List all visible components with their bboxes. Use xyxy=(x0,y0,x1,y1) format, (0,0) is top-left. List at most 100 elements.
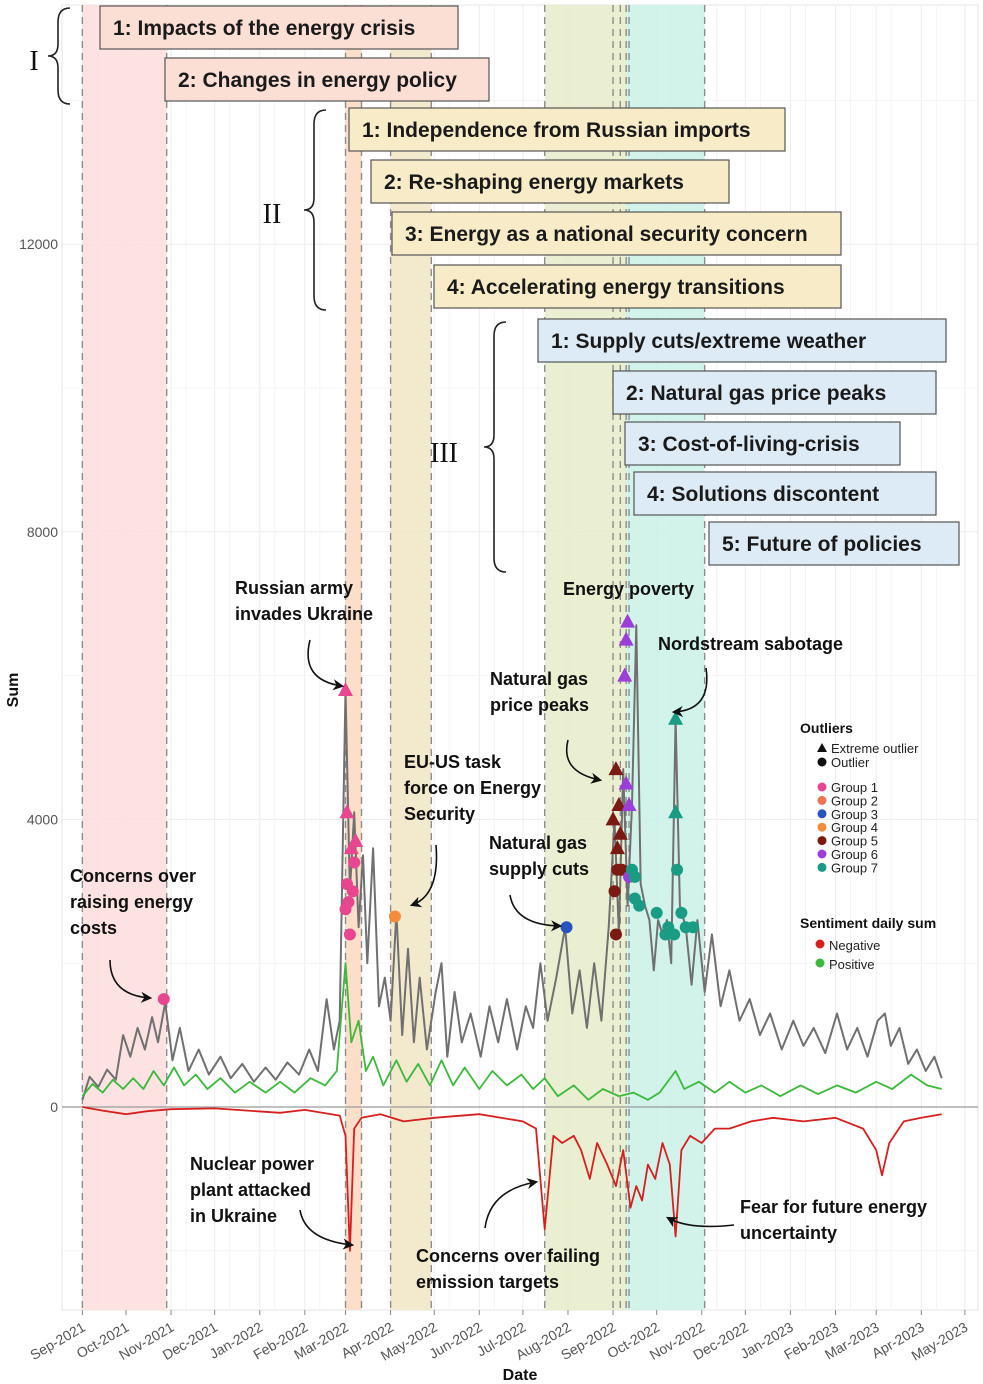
theme-roman-i: I xyxy=(29,46,38,77)
outlier-point-8 xyxy=(342,896,355,909)
theme-box-3-2 xyxy=(612,370,937,415)
theme-box-3-5 xyxy=(708,521,960,566)
legend-group-label-2: Group 2 xyxy=(831,793,878,808)
outlier-point-35 xyxy=(650,906,663,919)
annotation-3-line-3: Security xyxy=(404,804,475,824)
annotation-8-line-2: plant attacked xyxy=(190,1180,311,1200)
theme-box-label-3-1: 1: Supply cuts/extreme weather xyxy=(551,330,866,353)
annotation-6: Nordstream sabotage xyxy=(658,634,843,718)
legend-group-key-7 xyxy=(817,862,827,872)
annotation-arrow-8 xyxy=(299,1209,355,1250)
theme-box-1-1 xyxy=(99,5,459,50)
series-line-negative xyxy=(82,1106,942,1252)
annotation-arrow-6 xyxy=(671,667,708,718)
theme-group-iii: 1: Supply cuts/extreme weather 2: Natural… xyxy=(430,318,960,573)
theme-box-label-2-2: 2: Re-shaping energy markets xyxy=(384,171,684,194)
period-band-1 xyxy=(82,5,167,1310)
annotation-7: Natural gas supply cuts xyxy=(489,833,589,932)
series-line-positive xyxy=(81,962,942,1101)
legend-shape-label-1: Extreme outlier xyxy=(831,741,919,756)
period-band-2 xyxy=(345,5,362,1310)
annotation-8-line-1: Nuclear power xyxy=(190,1154,314,1174)
annotation-2-line-2: invades Ukraine xyxy=(235,604,373,624)
outlier-point-3 xyxy=(339,804,355,819)
outlier-point-2 xyxy=(338,681,354,696)
legend-shape-1 xyxy=(817,743,827,752)
legend-sentiment-key-1 xyxy=(815,939,825,949)
outlier-point-11 xyxy=(348,856,361,869)
annotation-3-line-1: EU-US task xyxy=(404,752,502,772)
outlier-point-4 xyxy=(343,840,359,855)
annotation-1-line-2: raising energy xyxy=(70,892,193,912)
theme-roman-iii: III xyxy=(430,438,458,469)
annotation-7-line-1: Natural gas xyxy=(489,833,587,853)
annotation-8: Nuclear power plant attacked in Ukraine xyxy=(190,1154,355,1250)
outlier-point-27 xyxy=(621,797,637,812)
theme-box-1-2 xyxy=(164,57,490,102)
legend-sentiment-title: Sentiment daily sum xyxy=(800,915,936,931)
outlier-point-24 xyxy=(618,631,634,646)
outlier-point-18 xyxy=(609,840,625,855)
legend-group-key-5 xyxy=(817,836,827,846)
theme-box-label-3-4: 4: Solutions discontent xyxy=(647,483,879,506)
legend-sentiment-label-1: Negative xyxy=(829,938,880,953)
legend-group-label-7: Group 7 xyxy=(831,860,878,875)
annotation-9-line-2: emission targets xyxy=(416,1272,559,1292)
theme-box-label-2-4: 4: Accelerating energy transitions xyxy=(447,276,785,299)
legend-group-key-4 xyxy=(817,822,827,832)
theme-box-label-3-3: 3: Cost-of-living-crisis xyxy=(638,433,860,456)
outlier-point-29 xyxy=(668,710,684,725)
annotation-6-line-1: Nordstream sabotage xyxy=(658,634,843,654)
y-tick-label-1: 0 xyxy=(50,1099,58,1115)
outlier-point-12 xyxy=(388,910,401,923)
annotation-10-line-2: uncertainty xyxy=(740,1223,837,1243)
theme-box-2-1 xyxy=(348,107,786,152)
legend-shape-label-2: Outlier xyxy=(831,755,870,770)
outlier-point-1 xyxy=(157,993,170,1006)
outlier-point-34 xyxy=(633,899,646,912)
annotation-arrow-4 xyxy=(566,739,603,784)
annotation-2: Russian army invades Ukraine xyxy=(235,578,373,691)
y-tick-label-4: 12000 xyxy=(19,236,58,252)
theme-roman-ii: II xyxy=(263,199,282,230)
annotation-5: Energy poverty xyxy=(563,579,694,599)
annotation-3-line-2: force on Energy xyxy=(404,778,541,798)
outlier-point-30 xyxy=(668,804,684,819)
x-axis-title: Date xyxy=(503,1367,538,1384)
theme-brace-iii xyxy=(483,321,507,573)
theme-box-3-3 xyxy=(624,421,901,466)
theme-box-label-1-1: 1: Impacts of the energy crisis xyxy=(113,17,415,40)
annotation-4-line-2: price peaks xyxy=(490,695,589,715)
outlier-point-9 xyxy=(343,928,356,941)
legend-group-key-1 xyxy=(817,782,827,792)
theme-box-label-2-1: 1: Independence from Russian imports xyxy=(362,119,751,142)
legend-group-label-5: Group 5 xyxy=(831,834,878,849)
legend-sentiment-key-2 xyxy=(815,958,825,968)
annotation-arrow-3 xyxy=(409,844,438,908)
outlier-point-5 xyxy=(348,832,364,847)
outlier-point-10 xyxy=(346,885,359,898)
annotation-10-line-1: Fear for future energy xyxy=(740,1197,927,1217)
theme-group-ii: 1: Independence from Russian imports 2: R… xyxy=(263,107,842,311)
legend-group-label-6: Group 6 xyxy=(831,847,878,862)
annotation-8-line-3: in Ukraine xyxy=(190,1206,277,1226)
theme-box-2-4 xyxy=(433,264,842,309)
outlier-point-19 xyxy=(608,885,621,898)
y-tick-label-2: 4000 xyxy=(27,811,58,827)
y-tick-label-3: 8000 xyxy=(27,524,58,540)
outlier-point-20 xyxy=(609,928,622,941)
outlier-markers xyxy=(157,613,700,1006)
theme-box-2-3 xyxy=(391,211,842,256)
theme-box-label-2-3: 3: Energy as a national security concern xyxy=(405,223,808,246)
annotation-1-line-1: Concerns over xyxy=(70,866,196,886)
outlier-point-16 xyxy=(611,797,627,812)
outlier-point-13 xyxy=(560,921,573,934)
outlier-point-38 xyxy=(671,863,684,876)
outlier-point-32 xyxy=(628,870,641,883)
y-axis-title: Sum xyxy=(5,673,22,708)
annotation-2-line-1: Russian army xyxy=(235,578,353,598)
theme-box-label-1-2: 2: Changes in energy policy xyxy=(178,69,457,92)
annotation-9-line-1: Concerns over failing xyxy=(416,1246,600,1266)
